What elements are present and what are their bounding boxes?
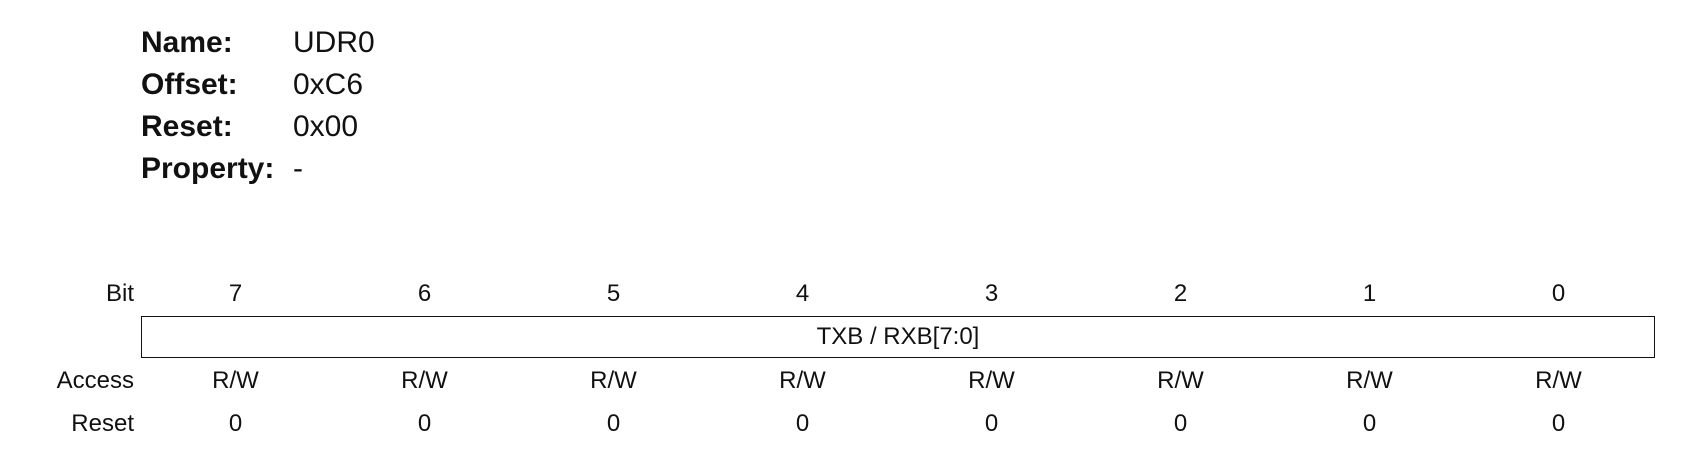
reset-value-cell: 0	[606, 410, 621, 437]
access-value: R/W	[1157, 367, 1204, 394]
reset-value-cell: 0	[1173, 410, 1188, 437]
name-value: UDR0	[293, 26, 375, 59]
bit-number: 1	[1362, 280, 1377, 307]
bit-field-name: TXB / RXB[7:0]	[816, 323, 980, 350]
reset-value-cell: 0	[228, 410, 243, 437]
name-label: Name:	[141, 26, 233, 59]
access-value: R/W	[968, 367, 1015, 394]
reset-value-cell: 0	[795, 410, 810, 437]
register-summary: Name: UDR0 Offset: 0xC6 Reset: 0x00 Prop…	[141, 26, 375, 194]
reset-value-cell: 0	[984, 410, 999, 437]
bit-number: 0	[1551, 280, 1566, 307]
reset-value-cell: 0	[417, 410, 432, 437]
bit-number: 3	[984, 280, 999, 307]
name-row: Name: UDR0	[141, 26, 375, 68]
property-label: Property:	[141, 152, 275, 185]
access-row-label: Access	[56, 367, 134, 394]
bit-number: 6	[417, 280, 432, 307]
reset-row-label: Reset	[71, 410, 134, 437]
bit-field-box: TXB / RXB[7:0]	[141, 316, 1655, 358]
bit-number: 5	[606, 280, 621, 307]
access-value: R/W	[590, 367, 637, 394]
access-value: R/W	[1346, 367, 1393, 394]
reset-value-cell: 0	[1551, 410, 1566, 437]
bit-number: 2	[1173, 280, 1188, 307]
bit-number: 7	[228, 280, 243, 307]
access-value: R/W	[401, 367, 448, 394]
reset-label: Reset:	[141, 110, 233, 143]
reset-row: Reset: 0x00	[141, 110, 375, 152]
access-value: R/W	[779, 367, 826, 394]
bit-number: 4	[795, 280, 810, 307]
access-value: R/W	[1535, 367, 1582, 394]
property-value: -	[293, 152, 303, 185]
offset-value: 0xC6	[293, 68, 364, 101]
offset-label: Offset:	[141, 68, 238, 101]
offset-row: Offset: 0xC6	[141, 68, 375, 110]
reset-value: 0x00	[293, 110, 359, 143]
access-value: R/W	[212, 367, 259, 394]
property-row: Property: -	[141, 152, 375, 194]
reset-value-cell: 0	[1362, 410, 1377, 437]
bit-row-label: Bit	[105, 280, 134, 307]
